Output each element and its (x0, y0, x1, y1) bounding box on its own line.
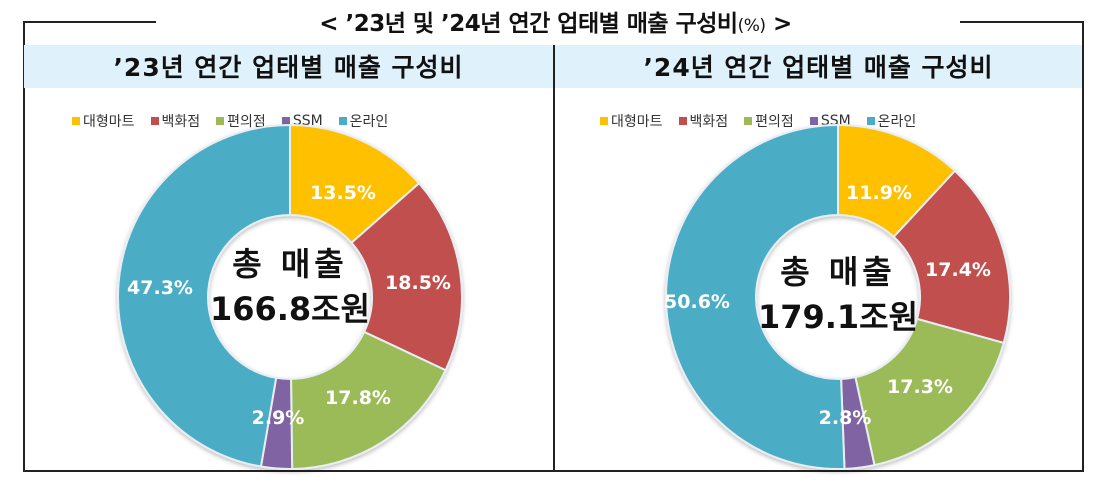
figure-title-unit: (%) (737, 16, 766, 36)
center-total-label: 총 매출 (232, 245, 348, 283)
donut-slice-온라인 (117, 123, 291, 468)
swatch-icon (338, 117, 347, 125)
legend-item-department-store: 백화점 (678, 111, 728, 131)
center-total-value: 179.1조원 (757, 298, 919, 336)
donut-slice-편의점 (290, 330, 447, 470)
swatch-icon (281, 117, 290, 125)
frame-top-left-line (23, 21, 156, 23)
data-label-2024-online: 50.6% (664, 291, 730, 313)
swatch-icon (744, 117, 753, 125)
frame-bottom-line (23, 470, 1084, 472)
swatch-icon (866, 117, 875, 125)
figure-title: < ’23년 및 ’24년 연간 업태별 매출 구성비(%) > (0, 4, 1111, 38)
data-label-2024-hypermarket: 11.9% (846, 182, 912, 204)
data-label-2023-department-store: 18.5% (385, 272, 451, 294)
frame-left-line (23, 21, 25, 472)
legend-item-department-store: 백화점 (150, 111, 200, 131)
legend-2024: 대형마트 백화점 편의점 SSM 온라인 (600, 111, 916, 131)
swatch-icon (809, 117, 818, 125)
figure-title-suffix: > (765, 11, 792, 37)
data-label-2023-ssm: 2.9% (251, 407, 305, 429)
data-label-2023-online: 47.3% (127, 277, 193, 299)
center-total-label: 총 매출 (780, 253, 896, 291)
swatch-icon (72, 117, 80, 125)
donut-slice-온라인 (665, 123, 846, 470)
center-total-2024: 총 매출 179.1조원 (748, 250, 928, 340)
legend-item-hypermarket: 대형마트 (600, 111, 663, 131)
frame-right-line (1082, 21, 1084, 472)
legend-item-convenience-store: 편의점 (744, 111, 794, 131)
legend-item-online: 온라인 (338, 111, 388, 131)
donut-chart-2023 (117, 123, 463, 470)
swatch-icon (216, 117, 225, 125)
figure-title-text: < ’23년 및 ’24년 연간 업태별 매출 구성비 (319, 11, 738, 37)
data-label-2024-department-store: 17.4% (925, 259, 991, 281)
panel-divider (553, 45, 555, 471)
data-label-2023-convenience-store: 17.8% (325, 387, 391, 409)
frame-top-right-line (960, 21, 1084, 23)
panel-title-2023: ’23년 연간 업태별 매출 구성비 (113, 53, 464, 82)
center-total-2023: 총 매출 166.8조원 (200, 242, 380, 332)
data-label-2024-ssm: 2.8% (818, 407, 872, 429)
donut-slice-백화점 (892, 169, 1011, 345)
swatch-icon (150, 117, 159, 125)
donut-chart-2024 (665, 123, 1011, 470)
legend-2023: 대형마트 백화점 편의점 SSM 온라인 (72, 111, 388, 131)
center-total-value: 166.8조원 (209, 290, 371, 328)
swatch-icon (678, 117, 687, 125)
donut-slice-백화점 (350, 181, 463, 372)
legend-item-online: 온라인 (866, 111, 916, 131)
swatch-icon (600, 117, 608, 125)
panel-title-2024: ’24년 연간 업태별 매출 구성비 (643, 53, 994, 82)
donut-slice-편의점 (854, 317, 1005, 467)
legend-item-hypermarket: 대형마트 (72, 111, 135, 131)
data-label-2024-convenience-store: 17.3% (887, 376, 953, 398)
legend-item-convenience-store: 편의점 (216, 111, 266, 131)
data-label-2023-hypermarket: 13.5% (310, 182, 376, 204)
